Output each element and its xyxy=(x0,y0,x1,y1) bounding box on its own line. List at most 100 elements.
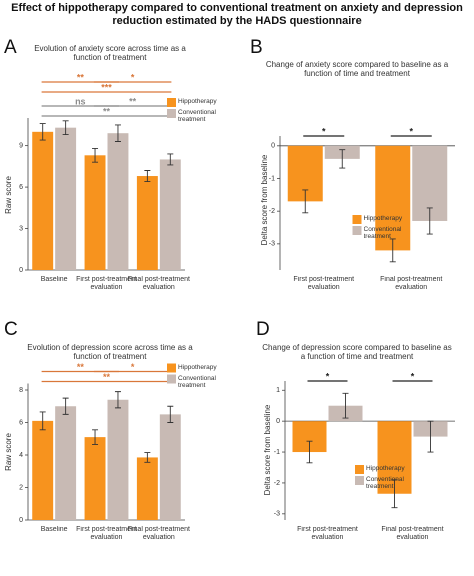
error-bar xyxy=(62,397,69,415)
bar xyxy=(136,176,158,270)
y-tick-label: 0 xyxy=(19,517,23,524)
x-tick-label-box: First post-treatment evaluation xyxy=(76,276,137,292)
bar xyxy=(84,437,106,520)
error-bar xyxy=(92,147,99,163)
bar xyxy=(32,131,54,270)
panel-title: Evolution of anxiety score across time a… xyxy=(34,44,186,63)
x-tick-label: First post-treatment evaluation xyxy=(76,526,137,542)
legend-swatch xyxy=(167,98,176,107)
panel-letter: B xyxy=(250,37,263,58)
error-bar xyxy=(391,479,398,509)
y-tick-label: 4 xyxy=(19,452,23,459)
error-bar xyxy=(144,170,151,183)
significance-label: * xyxy=(322,126,326,136)
legend-swatch xyxy=(352,215,362,224)
bar xyxy=(107,133,129,270)
y-tick-label: -1 xyxy=(274,449,280,456)
x-tick-label: Final post-treatment evaluation xyxy=(380,276,443,292)
x-tick-label-box: Final post-treatment evaluation xyxy=(127,276,190,292)
panel-title-box: Evolution of anxiety score across time a… xyxy=(34,44,186,63)
significance-label: * xyxy=(131,72,135,82)
y-axis-title: Delta score from baseline xyxy=(263,404,272,495)
y-tick-label: -3 xyxy=(274,511,280,518)
significance-label: * xyxy=(409,126,413,136)
y-axis-title: Delta score from baseline xyxy=(260,154,269,245)
x-tick-label: First post-treatment evaluation xyxy=(76,276,137,292)
y-tick-label: 0 xyxy=(19,267,23,274)
y-tick-label: 9 xyxy=(19,142,23,149)
figure-title: Effect of hippotherapy compared to conve… xyxy=(11,2,463,27)
error-bar xyxy=(167,405,174,423)
x-tick-label-box: First post-treatment evaluation xyxy=(297,526,358,542)
panel-title-box: Evolution of depression score across tim… xyxy=(27,343,192,361)
y-tick-label: 6 xyxy=(19,419,23,426)
panel-letter: D xyxy=(256,319,270,340)
error-bar xyxy=(39,411,46,431)
significance-label: * xyxy=(326,371,330,381)
error-bar xyxy=(342,392,349,419)
error-bar xyxy=(389,238,396,263)
legend-swatch xyxy=(167,363,176,373)
legend-label: Conventional treatment xyxy=(178,374,216,389)
legend-label: Conventional treatment xyxy=(178,109,216,124)
x-tick-label-box: Final post-treatment evaluation xyxy=(381,526,443,541)
panel-letter: A xyxy=(4,37,17,58)
legend-label: Conventional treatment xyxy=(366,476,404,491)
error-bar xyxy=(114,124,121,142)
y-tick-label: 3 xyxy=(19,225,23,232)
y-tick-label: 0 xyxy=(276,418,280,425)
y-tick-label: 2 xyxy=(19,484,23,491)
bar xyxy=(55,127,77,270)
bar xyxy=(375,145,411,251)
bar xyxy=(159,159,181,270)
significance-label: * xyxy=(411,371,415,381)
legend-swatch xyxy=(167,374,176,384)
legend-label-box: Conventional treatment xyxy=(366,476,404,491)
error-bar xyxy=(144,452,151,463)
bar xyxy=(55,406,77,520)
x-tick-label: First post-treatment evaluation xyxy=(297,526,358,542)
panel-letter: C xyxy=(4,319,18,340)
x-tick-label-box: First post-treatment evaluation xyxy=(293,276,354,291)
legend-label: Conventional treatment xyxy=(363,226,402,241)
significance-label: * xyxy=(131,362,135,372)
significance-label: ** xyxy=(103,372,111,382)
legend-swatch xyxy=(167,109,176,118)
panel-title: Change of depression score compared to b… xyxy=(262,343,452,362)
legend-label-box: Hippotherapy xyxy=(178,98,217,105)
legend-label-box: Conventional treatment xyxy=(178,109,216,124)
bar xyxy=(84,155,106,270)
legend-label: Hippotherapy xyxy=(363,215,403,222)
x-tick-label-box: Final post-treatment evaluation xyxy=(128,526,190,541)
significance-label: ns xyxy=(75,96,86,106)
legend-label-box: Hippotherapy xyxy=(178,363,217,371)
error-bar xyxy=(302,189,309,214)
legend-label-box: Hippotherapy xyxy=(363,215,403,222)
panel-title-box: Change of depression score compared to b… xyxy=(262,343,452,362)
error-bar xyxy=(426,207,433,235)
legend-swatch xyxy=(355,465,364,474)
x-tick-label: Final post-treatment evaluation xyxy=(127,276,190,292)
legend-label: Hippotherapy xyxy=(366,465,405,472)
error-bar xyxy=(167,153,174,166)
error-bar xyxy=(92,429,99,445)
x-tick-label: Baseline xyxy=(40,526,68,533)
legend-label-box: Hippotherapy xyxy=(366,465,405,472)
panel-title: Change of anxiety score compared to base… xyxy=(265,60,449,79)
legend-label: Hippotherapy xyxy=(178,363,217,371)
bar xyxy=(107,399,129,520)
y-axis-title: Raw score xyxy=(4,176,13,214)
bar xyxy=(159,414,181,520)
x-tick-label-box: First post-treatment evaluation xyxy=(76,526,137,542)
significance-label: ** xyxy=(129,96,137,106)
error-bar xyxy=(339,149,346,169)
error-bar xyxy=(306,440,313,464)
significance-label: ** xyxy=(77,72,85,82)
x-tick-label-box: Baseline xyxy=(41,276,68,283)
y-tick-label: -2 xyxy=(269,208,275,215)
x-tick-label-box: Final post-treatment evaluation xyxy=(380,276,443,292)
y-tick-label: -1 xyxy=(269,175,275,182)
significance-label: *** xyxy=(101,82,112,92)
y-tick-label: -2 xyxy=(274,480,280,487)
